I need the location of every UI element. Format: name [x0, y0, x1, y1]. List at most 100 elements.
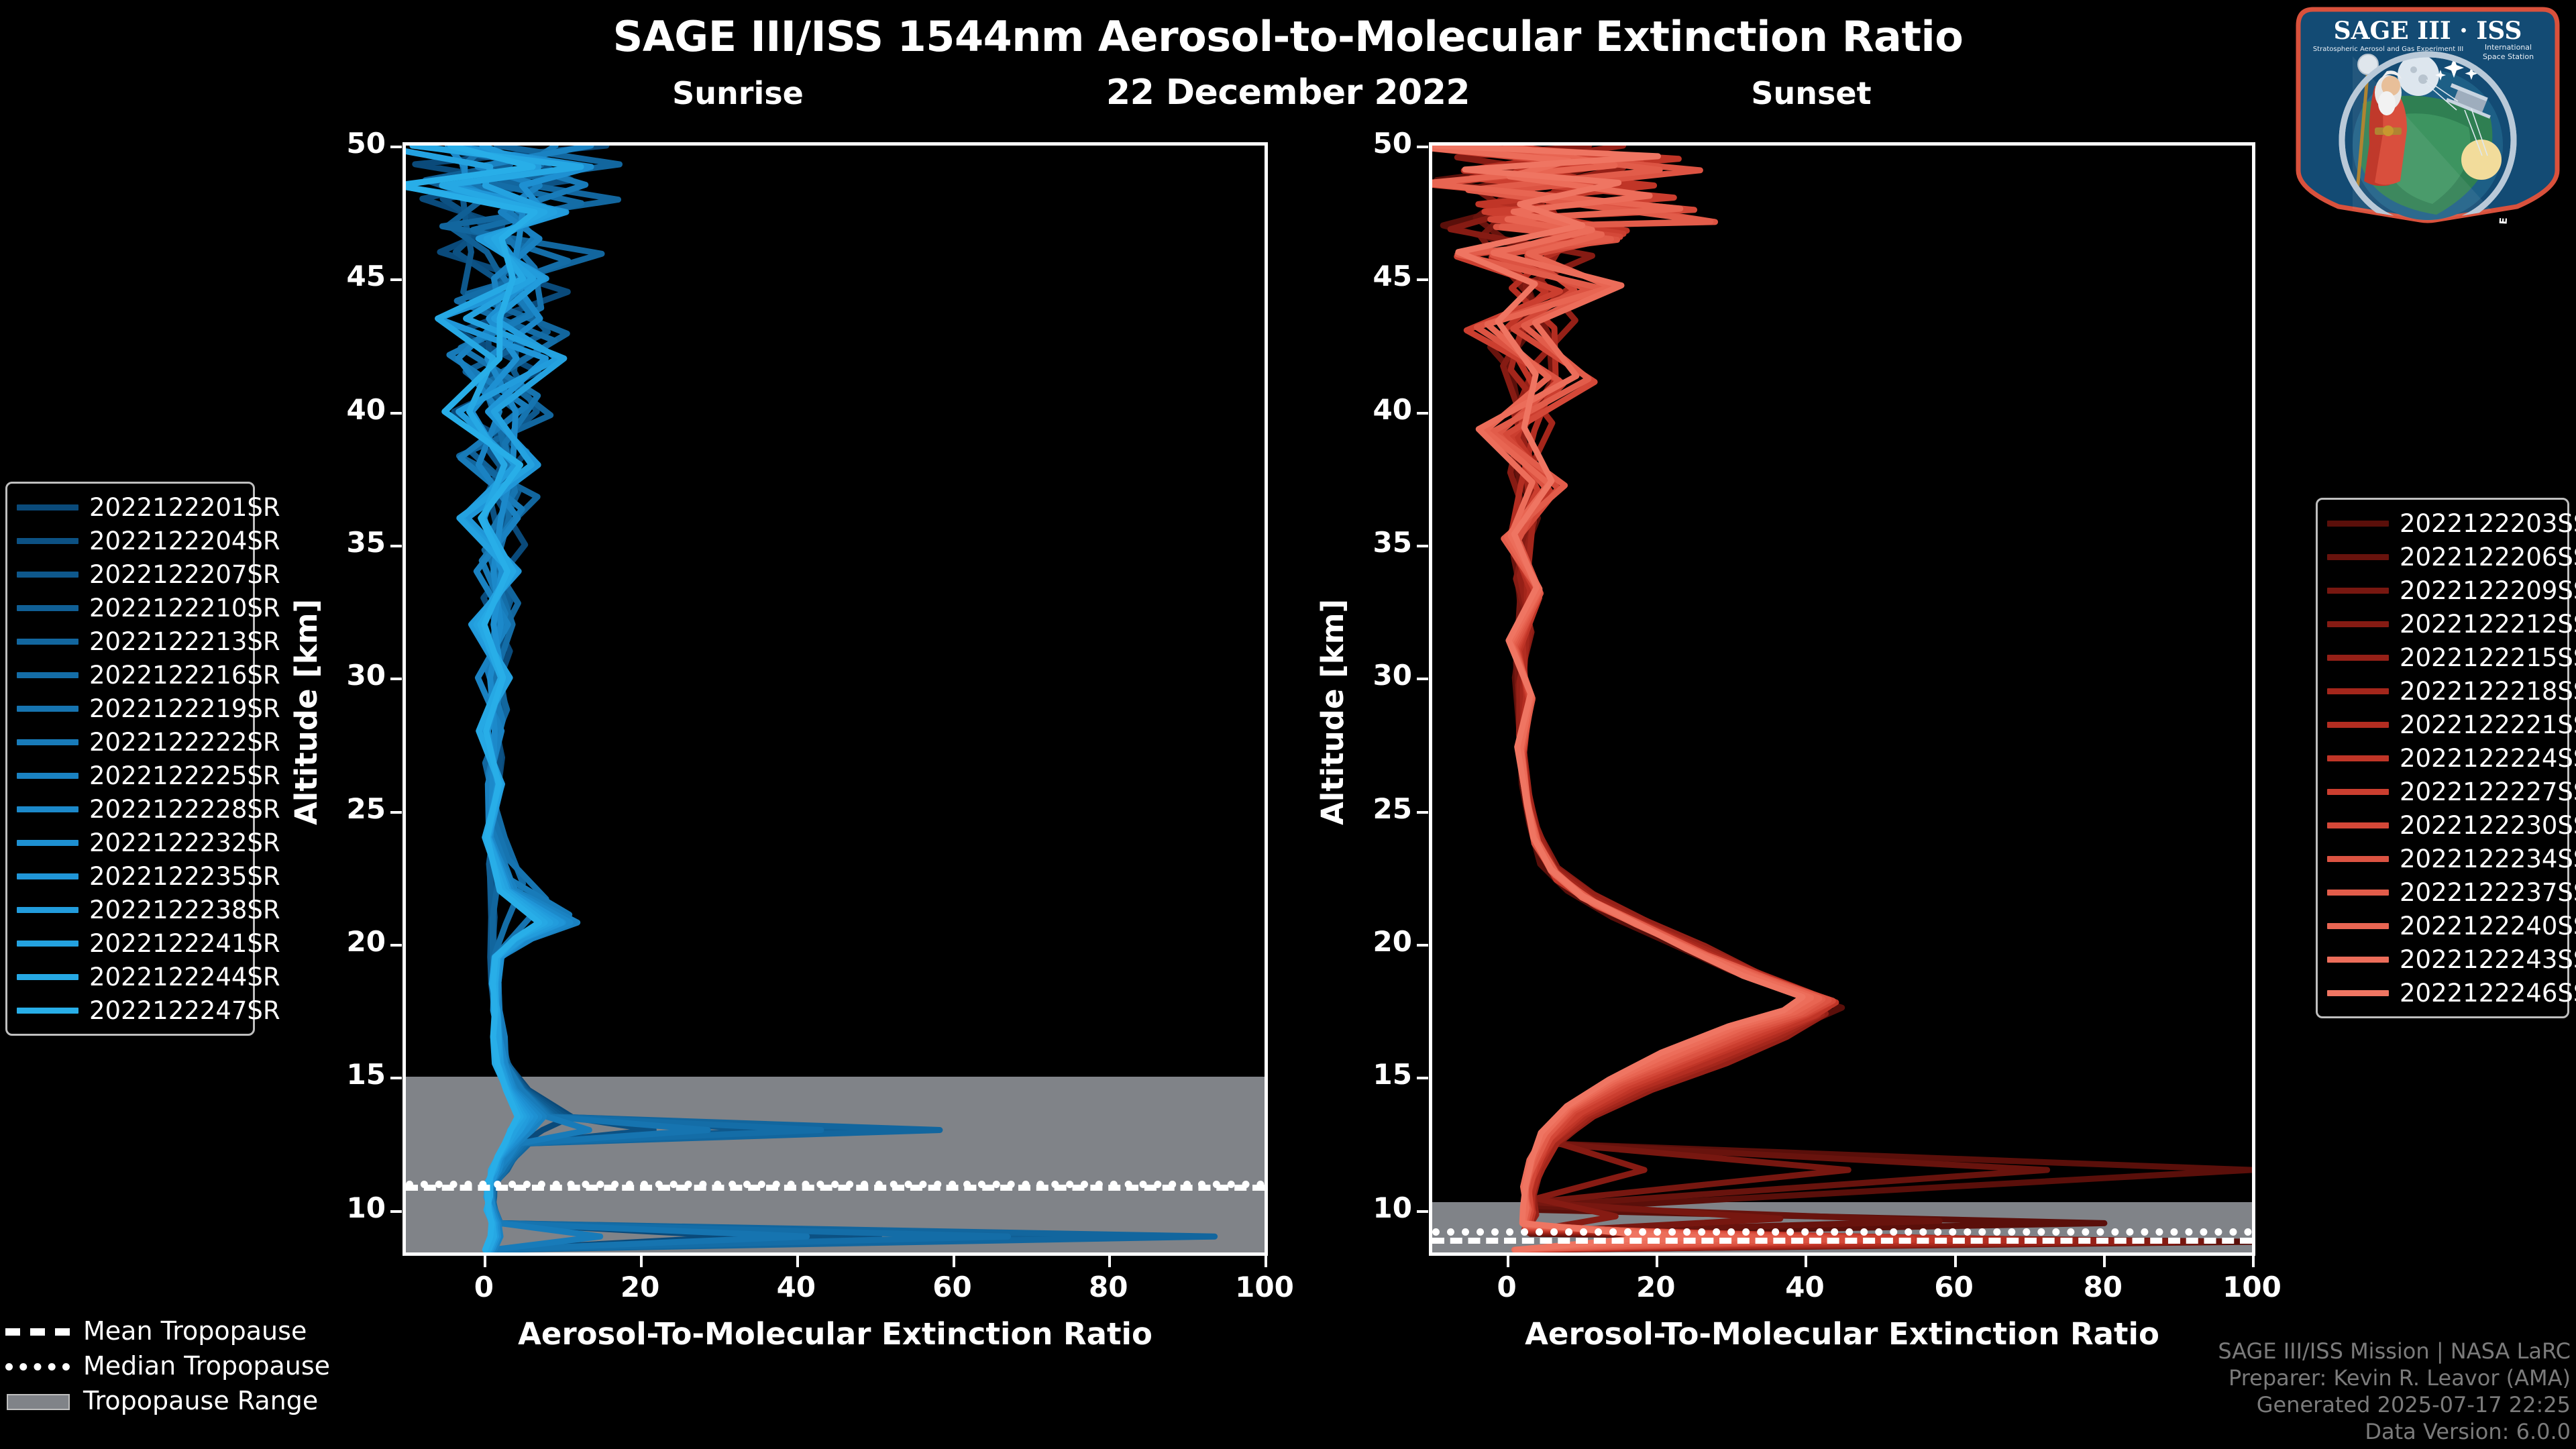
legend-color-swatch: [2327, 889, 2389, 896]
legend-color-swatch: [17, 839, 78, 846]
legend-color-swatch: [2327, 922, 2389, 929]
x-tick-mark: [1507, 1256, 1510, 1267]
y-tick-label: 45: [1373, 260, 1412, 293]
legend-item[interactable]: 2022122241SR: [17, 926, 280, 960]
legend-item[interactable]: 2022122230SS: [2327, 808, 2576, 842]
legend-item[interactable]: 2022122206SS: [2327, 540, 2576, 574]
y-tick-label: 30: [1373, 659, 1412, 692]
legend-item-label: 2022122206SS: [2400, 542, 2576, 572]
y-tick-label: 20: [346, 924, 386, 958]
legend-item[interactable]: 2022122209SS: [2327, 574, 2576, 607]
legend-color-swatch: [2327, 822, 2389, 828]
legend-item[interactable]: 2022122240SS: [2327, 909, 2576, 943]
x-tick-mark: [952, 1256, 955, 1267]
svg-text:SAGE III · ISS: SAGE III · ISS: [2334, 17, 2522, 45]
legend-item-label: 2022122235SR: [89, 861, 280, 891]
x-tick-label: 100: [2222, 1271, 2282, 1303]
x-tick-label: 100: [1235, 1271, 1294, 1303]
x-tick-label: 80: [1089, 1271, 1128, 1303]
legend-item[interactable]: 2022122203SS: [2327, 506, 2576, 540]
legend-item[interactable]: 2022122201SR: [17, 490, 280, 524]
y-tick-mark: [390, 544, 402, 547]
legend-color-swatch: [2327, 553, 2389, 560]
legend-item[interactable]: 2022122237SS: [2327, 875, 2576, 909]
legend-item[interactable]: 2022122225SR: [17, 759, 280, 792]
legend-item[interactable]: 2022122227SS: [2327, 775, 2576, 808]
legend-item-label: 2022122213SR: [89, 627, 280, 656]
legend-item[interactable]: 2022122238SR: [17, 893, 280, 926]
legend-item[interactable]: 2022122212SS: [2327, 607, 2576, 641]
legend-item-label: 2022122201SR: [89, 492, 280, 522]
tropopause-legend-marker: [5, 1393, 70, 1410]
x-tick-mark: [1953, 1256, 1957, 1267]
x-tick-mark: [1656, 1256, 1659, 1267]
legend-color-swatch: [17, 739, 78, 745]
legend-item[interactable]: 2022122232SR: [17, 826, 280, 859]
y-tick-mark: [1417, 411, 1428, 415]
legend-item[interactable]: 2022122210SR: [17, 591, 280, 625]
legend-item[interactable]: 2022122224SS: [2327, 741, 2576, 775]
x-tick-mark: [1265, 1256, 1267, 1267]
y-tick-label: 10: [346, 1191, 386, 1224]
legend-item-label: 2022122209SS: [2400, 576, 2576, 605]
x-tick-mark: [796, 1256, 799, 1267]
legend-color-swatch: [17, 806, 78, 812]
legend-item[interactable]: 2022122234SS: [2327, 842, 2576, 875]
y-tick-label: 20: [1373, 924, 1412, 958]
x-tick-label: 20: [620, 1271, 660, 1303]
legend-color-swatch: [17, 604, 78, 611]
x-tick-mark: [484, 1256, 487, 1267]
legend-item[interactable]: 2022122221SS: [2327, 708, 2576, 741]
legend-item[interactable]: 2022122222SR: [17, 725, 280, 759]
legend-item[interactable]: 2022122243SS: [2327, 943, 2576, 976]
legend-color-swatch: [17, 638, 78, 645]
legend-color-swatch: [2327, 654, 2389, 661]
sage-iii-iss-logo: SAGE III · ISS Stratospheric Aerosol and…: [2284, 0, 2567, 298]
tropopause-legend-label: Tropopause Range: [83, 1386, 319, 1415]
legend-item[interactable]: 2022122228SR: [17, 792, 280, 826]
legend-item-label: 2022122227SS: [2400, 777, 2576, 806]
mean-tropopause-line: [406, 1184, 1265, 1191]
y-tick-mark: [390, 1210, 402, 1213]
legend-color-swatch: [2327, 621, 2389, 627]
legend-item[interactable]: 2022122244SR: [17, 960, 280, 994]
profile-line: [406, 146, 543, 1252]
x-tick-label: 0: [1497, 1271, 1517, 1303]
legend-item[interactable]: 2022122207SR: [17, 557, 280, 591]
legend-item[interactable]: 2022122218SS: [2327, 674, 2576, 708]
y-tick-mark: [1417, 1210, 1428, 1213]
profile-line: [460, 146, 1024, 1252]
legend-item[interactable]: 2022122235SR: [17, 859, 280, 893]
x-tick-mark: [1805, 1256, 1808, 1267]
marker-glyph: [7, 1394, 70, 1410]
y-tick-label: 10: [1373, 1191, 1412, 1224]
marker-glyph: [5, 1328, 70, 1336]
legend-item[interactable]: 2022122204SR: [17, 524, 280, 557]
x-tick-mark: [1108, 1256, 1112, 1267]
tropopause-legend-item: Tropopause Range: [5, 1383, 318, 1418]
legend-item[interactable]: 2022122216SR: [17, 658, 280, 692]
credits-block: SAGE III/ISS Mission | NASA LaRC Prepare…: [2218, 1338, 2571, 1445]
legend-item-label: 2022122234SS: [2400, 844, 2576, 873]
sunrise-y-axis-title: Altitude [km]: [288, 598, 324, 825]
legend-item[interactable]: 2022122213SR: [17, 625, 280, 658]
y-tick-label: 15: [346, 1058, 386, 1091]
profile-line: [1470, 146, 2205, 1252]
legend-color-swatch: [2327, 688, 2389, 694]
legend-item-label: 2022122232SR: [89, 828, 280, 857]
sunset-plot-area: [1429, 142, 2255, 1256]
legend-item-label: 2022122240SS: [2400, 911, 2576, 941]
legend-color-swatch: [2327, 520, 2389, 527]
legend-item[interactable]: 2022122246SS: [2327, 976, 2576, 1010]
legend-color-swatch: [2327, 989, 2389, 996]
legend-item-label: 2022122207SR: [89, 559, 280, 589]
x-tick-label: 0: [474, 1271, 494, 1303]
legend-item-label: 2022122238SR: [89, 895, 280, 924]
median-tropopause-line: [406, 1180, 1265, 1188]
y-tick-mark: [390, 278, 402, 282]
page-title: SAGE III/ISS 1544nm Aerosol-to-Molecular…: [612, 12, 1964, 61]
legend-item[interactable]: 2022122215SS: [2327, 641, 2576, 674]
legend-item[interactable]: 2022122219SR: [17, 692, 280, 725]
legend-item[interactable]: 2022122247SR: [17, 994, 280, 1027]
tropopause-legend-label: Mean Tropopause: [83, 1316, 307, 1346]
